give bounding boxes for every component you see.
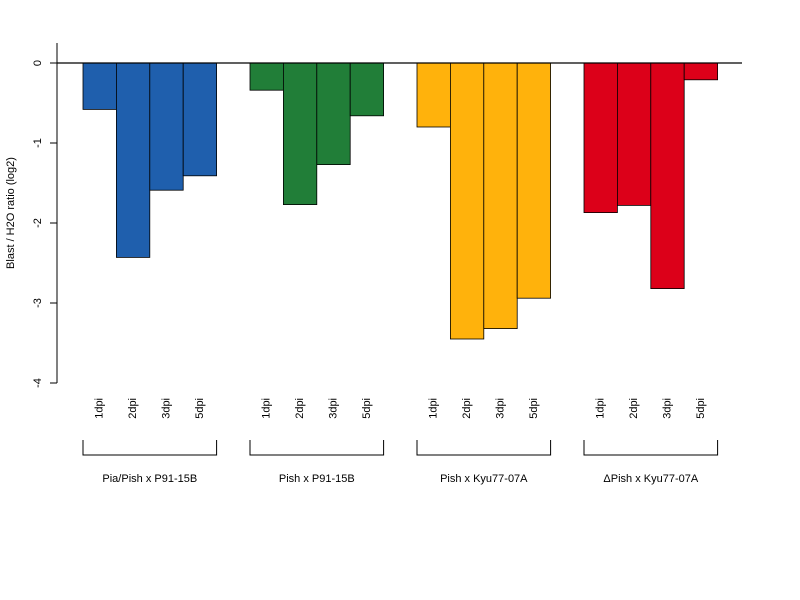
group-label: Pish x P91-15B [279, 473, 355, 485]
y-axis-label: Blast / H2O ratio (log2) [5, 157, 17, 269]
bar [249, 62, 284, 91]
bar [349, 62, 385, 117]
group-bracket [249, 440, 385, 456]
bar [316, 62, 351, 165]
category-label: 5dpi [361, 398, 373, 419]
group-bracket [82, 440, 218, 456]
group-label: ΔPish x Kyu77-07A [603, 473, 698, 485]
bar [116, 62, 151, 258]
bar [617, 62, 652, 206]
bar [149, 62, 184, 191]
y-tick-label: -2 [32, 218, 44, 228]
category-labels: 1dpi 2dpi 3dpi 5dpi 1dpi 2dpi 3dpi 5dpi 1dpi 2dpi… [94, 398, 707, 419]
bar [516, 62, 552, 299]
bar [282, 62, 318, 206]
bar [449, 62, 485, 340]
category-label: 2dpi [294, 398, 306, 419]
category-label: 3dpi [160, 398, 172, 419]
bar [583, 62, 618, 214]
category-label: 1dpi [261, 398, 273, 419]
y-tick-label: -4 [32, 378, 44, 388]
bar [483, 62, 518, 330]
y-tick-label: -3 [32, 298, 44, 308]
bar [82, 62, 117, 110]
category-label: 1dpi [94, 398, 106, 419]
bar [683, 62, 719, 81]
category-label: 5dpi [194, 398, 206, 419]
group-brackets: Pia/Pish x P91-15B Pish x P91-15B Pish x K… [82, 440, 719, 485]
category-label: 3dpi [327, 398, 339, 419]
category-label: 1dpi [428, 398, 440, 419]
group-label: Pish x Kyu77-07A [440, 473, 528, 485]
y-tick-label: 0 [32, 60, 44, 66]
category-label: 2dpi [628, 398, 640, 419]
y-axis: 0 -1 -2 -3 -4 [32, 43, 58, 388]
category-label: 5dpi [695, 398, 707, 419]
category-label: 3dpi [494, 398, 506, 419]
group-bracket [416, 440, 552, 456]
category-label: 2dpi [127, 398, 139, 419]
bar [416, 62, 451, 128]
category-label: 1dpi [595, 398, 607, 419]
bars [82, 62, 719, 340]
category-label: 5dpi [528, 398, 540, 419]
bar [650, 62, 685, 290]
category-label: 2dpi [461, 398, 473, 419]
group-label: Pia/Pish x P91-15B [102, 473, 197, 485]
y-tick-label: -1 [32, 138, 44, 148]
group-bracket [583, 440, 719, 456]
category-label: 3dpi [661, 398, 673, 419]
bar [182, 62, 217, 177]
